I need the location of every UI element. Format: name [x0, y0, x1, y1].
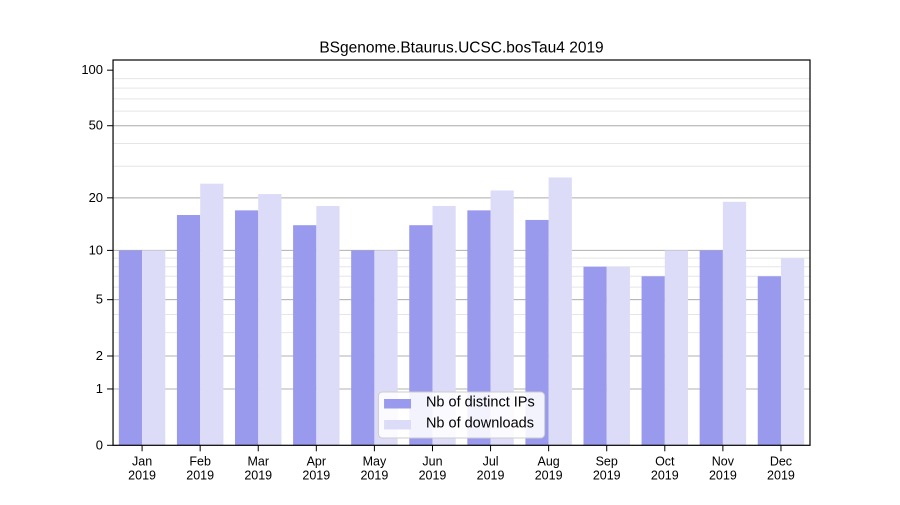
svg-text:Jun: Jun — [422, 454, 442, 468]
svg-text:2019: 2019 — [709, 468, 737, 482]
svg-text:0: 0 — [96, 437, 103, 452]
svg-text:Feb: Feb — [189, 454, 211, 468]
svg-text:2019: 2019 — [360, 468, 388, 482]
svg-text:1: 1 — [96, 381, 103, 396]
svg-text:2019: 2019 — [186, 468, 214, 482]
svg-text:2019: 2019 — [419, 468, 447, 482]
svg-text:Dec: Dec — [770, 454, 792, 468]
svg-text:2019: 2019 — [535, 468, 563, 482]
svg-text:2019: 2019 — [302, 468, 330, 482]
svg-text:100: 100 — [81, 62, 103, 77]
svg-text:20: 20 — [89, 190, 103, 205]
svg-text:50: 50 — [89, 118, 103, 133]
svg-text:Nb of distinct IPs: Nb of distinct IPs — [426, 395, 535, 411]
svg-text:Sep: Sep — [596, 454, 618, 468]
svg-text:Mar: Mar — [247, 454, 269, 468]
svg-text:Jul: Jul — [483, 454, 499, 468]
svg-text:2019: 2019 — [477, 468, 505, 482]
svg-text:2019: 2019 — [651, 468, 679, 482]
svg-text:Oct: Oct — [655, 454, 675, 468]
svg-text:May: May — [363, 454, 387, 468]
svg-text:2019: 2019 — [244, 468, 272, 482]
svg-text:5: 5 — [96, 292, 103, 307]
svg-text:BSgenome.Btaurus.UCSC.bosTau4: BSgenome.Btaurus.UCSC.bosTau4 2019 — [319, 40, 603, 57]
svg-text:10: 10 — [89, 242, 103, 257]
svg-text:Nb of downloads: Nb of downloads — [426, 416, 534, 432]
svg-text:Aug: Aug — [538, 454, 560, 468]
svg-text:2019: 2019 — [593, 468, 621, 482]
svg-text:2: 2 — [96, 348, 103, 363]
svg-text:2019: 2019 — [128, 468, 156, 482]
svg-text:Jan: Jan — [132, 454, 152, 468]
svg-text:Apr: Apr — [307, 454, 326, 468]
svg-text:2019: 2019 — [767, 468, 795, 482]
svg-text:Nov: Nov — [712, 454, 735, 468]
